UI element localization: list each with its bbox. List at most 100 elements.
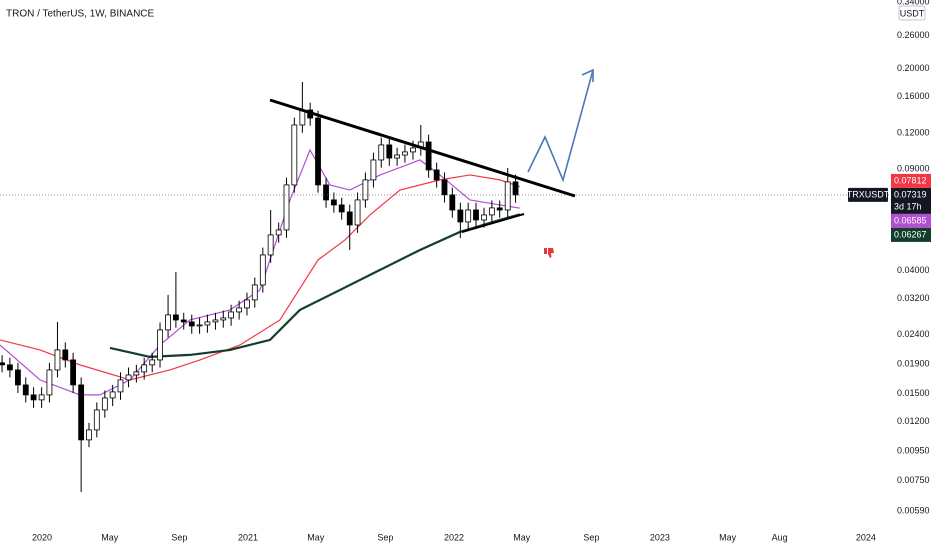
ma-line bbox=[0, 148, 520, 396]
trend-line bbox=[269, 98, 576, 198]
candle-body bbox=[141, 364, 148, 373]
candle-body bbox=[165, 314, 171, 331]
x-tick-label: Sep bbox=[171, 532, 187, 542]
candle-body bbox=[315, 117, 321, 186]
y-tick-label: 0.01500 bbox=[897, 388, 930, 398]
last-price-box bbox=[891, 187, 931, 214]
candle-body bbox=[157, 329, 163, 361]
candle-body bbox=[251, 284, 258, 301]
x-tick-label: Sep bbox=[377, 532, 393, 542]
candle-body bbox=[101, 397, 108, 411]
candle-body bbox=[125, 374, 132, 381]
chart-title: TRON / TetherUS, 1W, BINANCE bbox=[6, 9, 155, 20]
y-tick-label: 0.03200 bbox=[897, 293, 930, 303]
x-tick-label: Aug bbox=[772, 532, 788, 542]
candle-body bbox=[323, 184, 329, 201]
candle-body bbox=[362, 179, 369, 201]
trend-line bbox=[461, 213, 525, 233]
candle-body bbox=[220, 317, 227, 321]
y-tick-label: 0.01900 bbox=[897, 359, 930, 369]
candle-body bbox=[512, 181, 519, 196]
candle-body bbox=[394, 154, 401, 159]
candle-body bbox=[0, 362, 5, 366]
y-tick-label: 0.04000 bbox=[897, 265, 930, 275]
candle-body bbox=[433, 169, 440, 181]
y-tick-label: 0.16000 bbox=[897, 91, 930, 101]
candle-body bbox=[86, 429, 92, 441]
candle-body bbox=[425, 141, 432, 171]
ma-price-label: 0.06267 bbox=[894, 229, 927, 239]
candle-body bbox=[378, 144, 385, 161]
candle-body bbox=[30, 394, 37, 401]
candle-body bbox=[149, 359, 156, 366]
symbol-box bbox=[848, 187, 888, 202]
x-tick-label: Sep bbox=[583, 532, 599, 542]
candle-body bbox=[354, 199, 361, 226]
candle-body bbox=[370, 159, 377, 181]
thumbs-down-icon bbox=[544, 248, 554, 258]
currency-label: USDT bbox=[900, 8, 925, 18]
candle-body bbox=[346, 211, 353, 226]
candle-body bbox=[291, 124, 298, 186]
x-tick-label: May bbox=[307, 532, 325, 542]
candle-body bbox=[133, 371, 140, 376]
countdown-label: 3d 17h bbox=[894, 201, 922, 211]
x-tick-label: 2024 bbox=[856, 532, 876, 542]
candle-body bbox=[457, 209, 464, 223]
y-tick-label: 0.34000 bbox=[897, 0, 930, 7]
y-tick-label: 0.00950 bbox=[897, 445, 930, 455]
ma-price-label: 0.06585 bbox=[894, 215, 927, 225]
price-labels: TRXUSDT 0.07319 3d 17h 0.07812 0.06585 0.0626… bbox=[847, 173, 931, 242]
candle-body bbox=[449, 194, 456, 211]
currency-box bbox=[898, 5, 926, 21]
candle-body bbox=[212, 319, 219, 323]
candle-body bbox=[338, 204, 345, 213]
candle-body bbox=[46, 369, 53, 396]
projection-arrowhead bbox=[581, 68, 594, 82]
candle-body bbox=[236, 307, 243, 313]
y-tick-label: 0.01200 bbox=[897, 416, 930, 426]
candle-body bbox=[244, 299, 250, 309]
x-tick-label: 2022 bbox=[444, 532, 464, 542]
candle-body bbox=[330, 199, 337, 206]
ma-price-box bbox=[891, 227, 931, 242]
candle-body bbox=[38, 394, 45, 401]
x-tick-label: 2020 bbox=[32, 532, 52, 542]
candle-body bbox=[70, 359, 77, 386]
candle-body bbox=[117, 379, 124, 393]
ma-price-label: 0.07812 bbox=[894, 175, 927, 185]
candle-body bbox=[172, 314, 179, 321]
candle-body bbox=[78, 384, 85, 441]
candle-body bbox=[402, 151, 408, 156]
candle-body bbox=[204, 321, 211, 326]
candle-body bbox=[22, 384, 29, 396]
y-tick-label: 0.09000 bbox=[897, 163, 930, 173]
y-tick-label: 0.12000 bbox=[897, 127, 930, 137]
candle-body bbox=[259, 254, 266, 286]
candle-body bbox=[488, 207, 495, 216]
candle-body bbox=[283, 184, 290, 231]
x-tick-label: 2023 bbox=[650, 532, 670, 542]
candle-body bbox=[180, 319, 187, 323]
candle-body bbox=[109, 391, 116, 399]
candle-body bbox=[93, 409, 100, 431]
candle-body bbox=[481, 214, 487, 221]
candle-body bbox=[54, 349, 61, 371]
candle-body bbox=[6, 364, 13, 371]
candle-body bbox=[386, 144, 393, 159]
candle-body bbox=[196, 324, 203, 327]
candle-body bbox=[465, 209, 472, 223]
x-tick-label: May bbox=[719, 532, 737, 542]
y-tick-label: 0.00750 bbox=[897, 475, 930, 485]
projection-path bbox=[527, 69, 594, 183]
candle-body bbox=[410, 147, 416, 153]
candle-body bbox=[275, 229, 282, 236]
x-tick-label: May bbox=[513, 532, 531, 542]
candle-body bbox=[496, 207, 503, 211]
last-price-label: 0.07319 bbox=[894, 189, 927, 199]
candle-body bbox=[504, 181, 511, 211]
ma-price-box bbox=[891, 173, 931, 188]
candle-body bbox=[473, 209, 479, 221]
x-tick-label: May bbox=[101, 532, 119, 542]
